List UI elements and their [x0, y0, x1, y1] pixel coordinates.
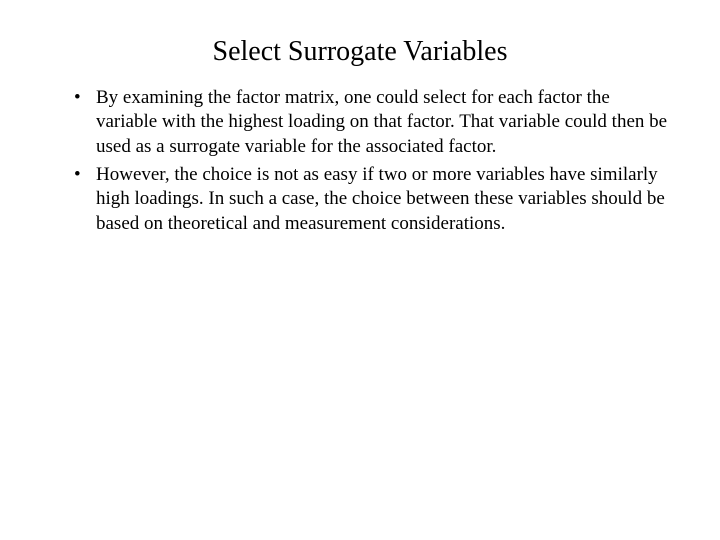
bullet-list: By examining the factor matrix, one coul…: [50, 86, 670, 236]
list-item: However, the choice is not as easy if tw…: [78, 163, 670, 236]
slide-title: Select Surrogate Variables: [50, 36, 670, 68]
list-item: By examining the factor matrix, one coul…: [78, 86, 670, 159]
